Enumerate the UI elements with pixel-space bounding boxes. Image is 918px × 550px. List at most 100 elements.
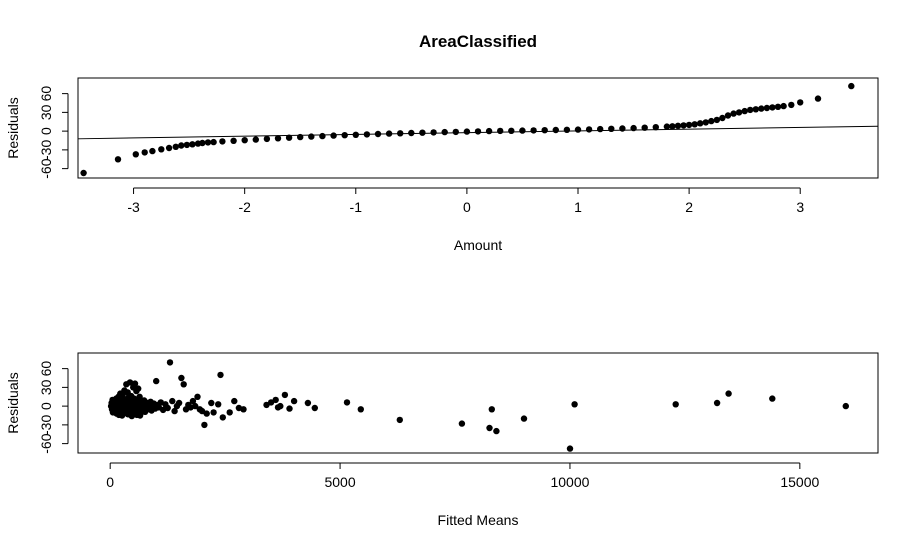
chart-title: AreaClassified: [419, 32, 537, 51]
fitted-point: [178, 374, 185, 382]
qq-panel: -3 -2 -1 0 1 2 3 -60-30 0 30 60 Amount Residuals: [5, 77, 879, 253]
qq-point: [463, 128, 471, 135]
fitted-x-tick-label: 15000: [780, 474, 819, 490]
qq-point: [183, 141, 191, 149]
qq-point: [574, 126, 582, 133]
qq-y-tick-label: 60: [38, 86, 54, 102]
fitted-point: [396, 416, 403, 424]
fitted-point: [135, 385, 142, 392]
fitted-point: [194, 393, 201, 400]
fitted-point: [343, 399, 351, 406]
fitted-point: [272, 396, 279, 404]
fitted-y-axis-label: Residuals: [5, 372, 21, 433]
fitted-x-tick-label: 10000: [550, 474, 589, 490]
qq-point: [597, 125, 604, 133]
qq-point: [652, 124, 659, 131]
fitted-y-tick-label: 30: [38, 379, 54, 395]
fitted-point: [725, 390, 732, 397]
fitted-point: [226, 409, 233, 416]
fitted-point: [208, 399, 215, 407]
qq-point: [80, 169, 87, 177]
qq-point: [641, 124, 648, 131]
qq-point: [541, 127, 548, 134]
qq-point: [697, 120, 704, 127]
qq-point: [747, 106, 754, 114]
qq-point: [319, 132, 326, 140]
qq-point: [719, 114, 726, 122]
fitted-plot-frame: [77, 352, 879, 454]
qq-point: [619, 125, 626, 132]
qq-point: [172, 143, 179, 150]
qq-plot-frame: [77, 77, 879, 179]
qq-y-tick-label: 30: [38, 104, 54, 120]
qq-point: [508, 127, 515, 134]
fitted-panel: 0 5000 10000 15000 -60-30 0 30 60 Fitted Means…: [5, 352, 879, 528]
fitted-x-tick-label: 0: [106, 474, 114, 490]
qq-point: [408, 129, 415, 137]
qq-point: [685, 121, 693, 129]
qq-x-axis-label: Amount: [454, 237, 502, 253]
qq-point: [769, 104, 776, 111]
qq-x-tick-label: -3: [127, 199, 140, 215]
qq-point: [485, 127, 493, 135]
fitted-point: [180, 381, 187, 388]
qq-y-tick-label: -30: [38, 140, 54, 160]
fitted-point: [219, 414, 226, 421]
qq-point: [178, 142, 185, 149]
fitted-point: [131, 380, 139, 387]
qq-points: [77, 82, 879, 177]
qq-point: [297, 133, 304, 141]
qq-point: [241, 137, 248, 144]
fitted-point: [520, 415, 528, 422]
fitted-x-axis: 0 5000 10000 15000: [106, 462, 820, 490]
qq-point: [774, 103, 782, 111]
qq-y-tick-label: 0: [38, 127, 54, 135]
fitted-point: [240, 406, 247, 413]
fitted-y-tick-label: -30: [38, 415, 54, 435]
qq-point: [691, 121, 698, 128]
fitted-point: [304, 399, 312, 407]
fitted-point: [215, 401, 222, 408]
qq-point: [780, 102, 787, 110]
qq-point: [730, 110, 737, 117]
fitted-point: [493, 427, 500, 435]
qq-point: [763, 104, 771, 112]
qq-point: [374, 130, 382, 138]
qq-point: [452, 128, 459, 136]
fitted-y-axis: -60-30 0 30 60: [38, 361, 69, 454]
fitted-point: [290, 397, 298, 405]
qq-point: [585, 126, 593, 133]
fitted-point: [203, 410, 210, 417]
qq-point: [674, 122, 682, 129]
qq-point: [285, 134, 293, 141]
qq-point: [702, 119, 709, 126]
fitted-point: [281, 391, 289, 399]
fitted-point: [175, 399, 183, 407]
qq-x-tick-label: 1: [574, 199, 582, 215]
fitted-point: [169, 397, 176, 405]
qq-point: [630, 124, 637, 132]
qq-point: [210, 138, 217, 146]
qq-point: [497, 127, 504, 135]
qq-point: [149, 147, 156, 155]
fitted-point: [488, 406, 495, 413]
qq-point: [752, 106, 759, 113]
qq-point: [669, 123, 676, 130]
qq-x-tick-label: -1: [350, 199, 363, 215]
fitted-point: [458, 420, 466, 427]
qq-point: [663, 123, 671, 130]
qq-point: [114, 156, 122, 163]
fitted-point: [672, 401, 679, 408]
qq-point: [341, 132, 348, 139]
qq-point: [165, 144, 173, 152]
qq-point: [788, 101, 795, 109]
fitted-point: [286, 405, 293, 412]
fitted-point: [164, 404, 171, 412]
qq-point: [441, 128, 448, 136]
fitted-point: [201, 421, 208, 429]
fitted-point: [210, 409, 217, 416]
fitted-point: [189, 397, 197, 405]
qq-point: [158, 146, 165, 153]
